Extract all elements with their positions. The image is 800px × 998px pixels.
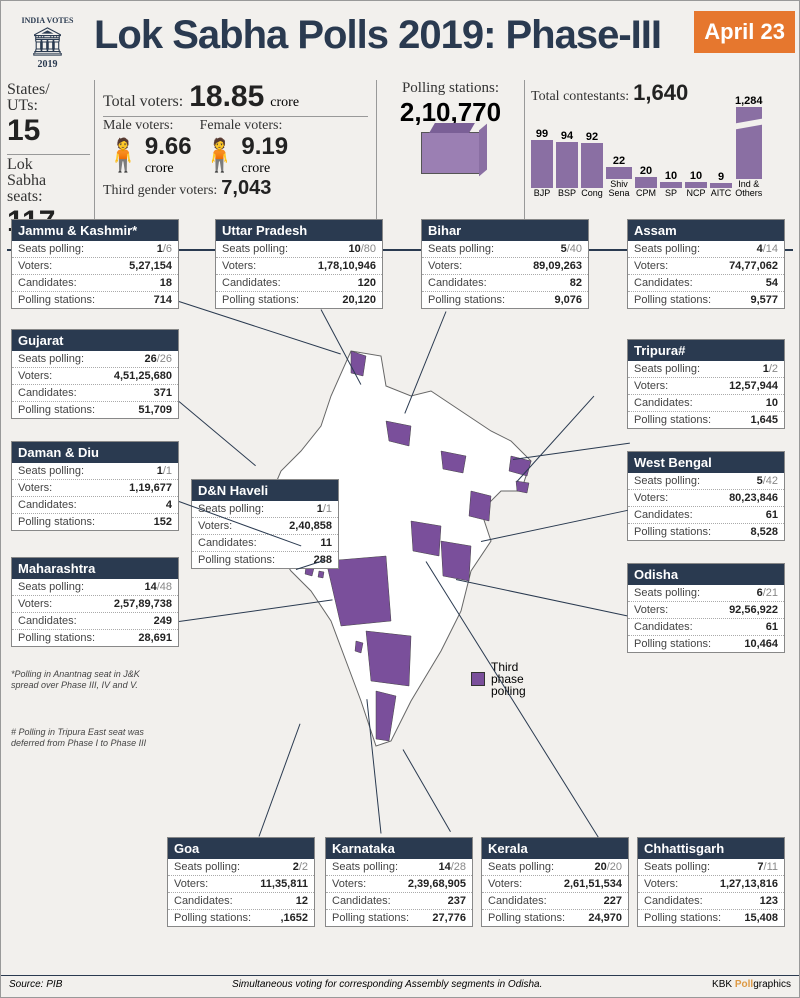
leader-line — [403, 749, 451, 832]
parliament-icon: 🏛 — [30, 25, 66, 59]
state-name: Jammu & Kashmir* — [12, 220, 178, 241]
state-card: Uttar Pradesh Seats polling:10/80 Voters… — [215, 219, 383, 309]
chart-bar: 92Cong — [581, 131, 603, 198]
chart-bar: 10NCP — [685, 170, 707, 198]
chart-bar: 22Shiv Sena — [606, 155, 632, 198]
legend-swatch — [471, 672, 485, 686]
third-gender-value: 7,043 — [221, 177, 271, 200]
state-card: Assam Seats polling:4/14 Voters:74,77,06… — [627, 219, 785, 309]
seats-label: Lok Sabha seats: — [7, 157, 90, 205]
chart-bar: 9AITC — [710, 171, 732, 198]
contestants-value: 1,640 — [633, 80, 688, 106]
ballot-box-icon — [421, 132, 481, 174]
state-card: Tripura# Seats polling:1/2 Voters:12,57,… — [627, 339, 785, 429]
state-card: Jammu & Kashmir* Seats polling:1/6 Voter… — [11, 219, 179, 309]
state-name: Maharashtra — [12, 558, 178, 579]
state-card: Daman & Diu Seats polling:1/1 Voters:1,1… — [11, 441, 179, 531]
state-card: Karnataka Seats polling:14/28 Voters:2,3… — [325, 837, 473, 927]
chart-bar: 20CPM — [635, 165, 657, 198]
page-title: Lok Sabha Polls 2019: Phase-III — [94, 5, 694, 58]
female-voters-unit: crore — [241, 161, 288, 177]
state-card: Gujarat Seats polling:26/26 Voters:4,51,… — [11, 329, 179, 419]
polling-stations-label: Polling stations: — [381, 80, 520, 97]
total-voters-value: 18.85 — [189, 80, 264, 114]
bar-chart-area: 99BJP94BSP92Cong22Shiv Sena20CPM10SP10NC… — [531, 106, 793, 198]
state-name: West Bengal — [628, 452, 784, 473]
footer: Source: PIB Simultaneous voting for corr… — [1, 975, 799, 993]
india-votes-logo: INDIA VOTES 🏛 2019 — [5, 5, 90, 80]
female-voters-value: 9.19 — [241, 133, 288, 161]
states-value: 15 — [7, 114, 90, 148]
chart-bar: 10SP — [660, 170, 682, 198]
male-voters-unit: crore — [145, 161, 192, 177]
brand-label: KBK Pollgraphics — [712, 979, 791, 990]
date-badge: April 23 — [694, 11, 795, 53]
male-icon: 🧍 — [103, 139, 143, 171]
third-gender-label: Third gender voters: — [103, 184, 217, 198]
state-name: Tripura# — [628, 340, 784, 361]
state-card: West Bengal Seats polling:5/42 Voters:80… — [627, 451, 785, 541]
footnote-jk: *Polling in Anantnag seat in J&K spread … — [11, 669, 161, 691]
footnote-tripura: # Polling in Tripura East seat was defer… — [11, 727, 161, 749]
chart-bar: 1,284Ind & Others — [735, 95, 763, 198]
state-card: Goa Seats polling:2/2 Voters:11,35,811 C… — [167, 837, 315, 927]
female-icon: 🧍 — [200, 139, 240, 171]
state-name: Daman & Diu — [12, 442, 178, 463]
state-name: Gujarat — [12, 330, 178, 351]
state-card: Bihar Seats polling:5/40 Voters:89,09,26… — [421, 219, 589, 309]
state-name: Chhattisgarh — [638, 838, 784, 859]
male-voters-label: Male voters: — [103, 119, 173, 133]
header: INDIA VOTES 🏛 2019 Lok Sabha Polls 2019:… — [1, 1, 799, 80]
logo-top-text: INDIA VOTES — [22, 16, 74, 25]
state-name: D&N Haveli — [192, 480, 338, 501]
total-voters-label: Total voters: — [103, 94, 183, 110]
state-name: Karnataka — [326, 838, 472, 859]
infographic-page: INDIA VOTES 🏛 2019 Lok Sabha Polls 2019:… — [0, 0, 800, 998]
state-name: Odisha — [628, 564, 784, 585]
state-card: Odisha Seats polling:6/21 Voters:92,56,9… — [627, 563, 785, 653]
total-voters-unit: crore — [270, 95, 299, 111]
states-label: States/ UTs: — [7, 82, 90, 114]
state-name: Assam — [628, 220, 784, 241]
footer-note: Simultaneous voting for corresponding As… — [232, 979, 542, 990]
state-name: Uttar Pradesh — [216, 220, 382, 241]
state-card: D&N Haveli Seats polling:1/1 Voters:2,40… — [191, 479, 339, 569]
state-name: Bihar — [422, 220, 588, 241]
source-label: Source: PIB — [9, 979, 62, 990]
chart-bar: 94BSP — [556, 130, 578, 198]
state-card: Chhattisgarh Seats polling:7/11 Voters:1… — [637, 837, 785, 927]
state-card: Maharashtra Seats polling:14/48 Voters:2… — [11, 557, 179, 647]
state-card: Kerala Seats polling:20/20 Voters:2,61,5… — [481, 837, 629, 927]
state-name: Goa — [168, 838, 314, 859]
contestants-label: Total contestants: — [531, 90, 629, 104]
chart-bar: 99BJP — [531, 128, 553, 198]
state-name: Kerala — [482, 838, 628, 859]
female-voters-label: Female voters: — [200, 119, 283, 133]
logo-year: 2019 — [38, 59, 58, 70]
male-voters-value: 9.66 — [145, 133, 192, 161]
